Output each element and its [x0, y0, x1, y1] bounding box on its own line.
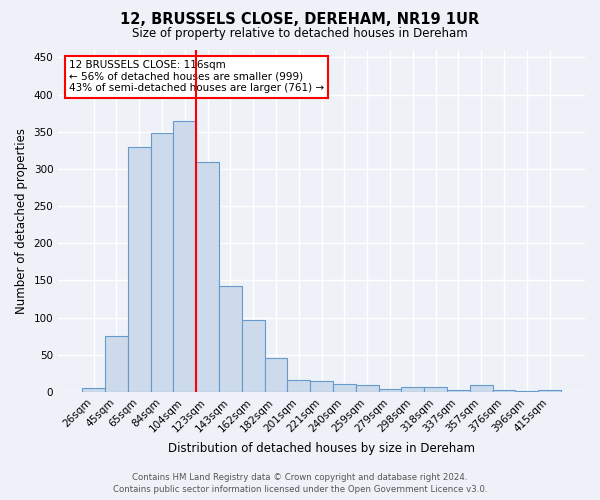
Bar — [82, 388, 105, 392]
Bar — [151, 134, 173, 392]
Text: Contains HM Land Registry data © Crown copyright and database right 2024.
Contai: Contains HM Land Registry data © Crown c… — [113, 472, 487, 494]
Bar — [310, 381, 333, 392]
Bar — [265, 358, 287, 392]
Bar — [128, 146, 151, 392]
Bar — [219, 286, 242, 392]
Bar — [356, 386, 379, 392]
Bar — [196, 162, 219, 392]
Bar — [515, 391, 538, 392]
Bar — [242, 320, 265, 392]
Bar — [105, 336, 128, 392]
Bar — [470, 386, 493, 392]
Bar — [333, 384, 356, 392]
X-axis label: Distribution of detached houses by size in Dereham: Distribution of detached houses by size … — [168, 442, 475, 455]
Bar — [287, 380, 310, 392]
Bar — [538, 390, 561, 392]
Bar — [424, 388, 447, 392]
Bar — [379, 389, 401, 392]
Text: 12, BRUSSELS CLOSE, DEREHAM, NR19 1UR: 12, BRUSSELS CLOSE, DEREHAM, NR19 1UR — [121, 12, 479, 28]
Text: Size of property relative to detached houses in Dereham: Size of property relative to detached ho… — [132, 28, 468, 40]
Bar — [401, 388, 424, 392]
Bar — [173, 120, 196, 392]
Bar — [493, 390, 515, 392]
Y-axis label: Number of detached properties: Number of detached properties — [15, 128, 28, 314]
Text: 12 BRUSSELS CLOSE: 116sqm
← 56% of detached houses are smaller (999)
43% of semi: 12 BRUSSELS CLOSE: 116sqm ← 56% of detac… — [69, 60, 324, 94]
Bar — [447, 390, 470, 392]
